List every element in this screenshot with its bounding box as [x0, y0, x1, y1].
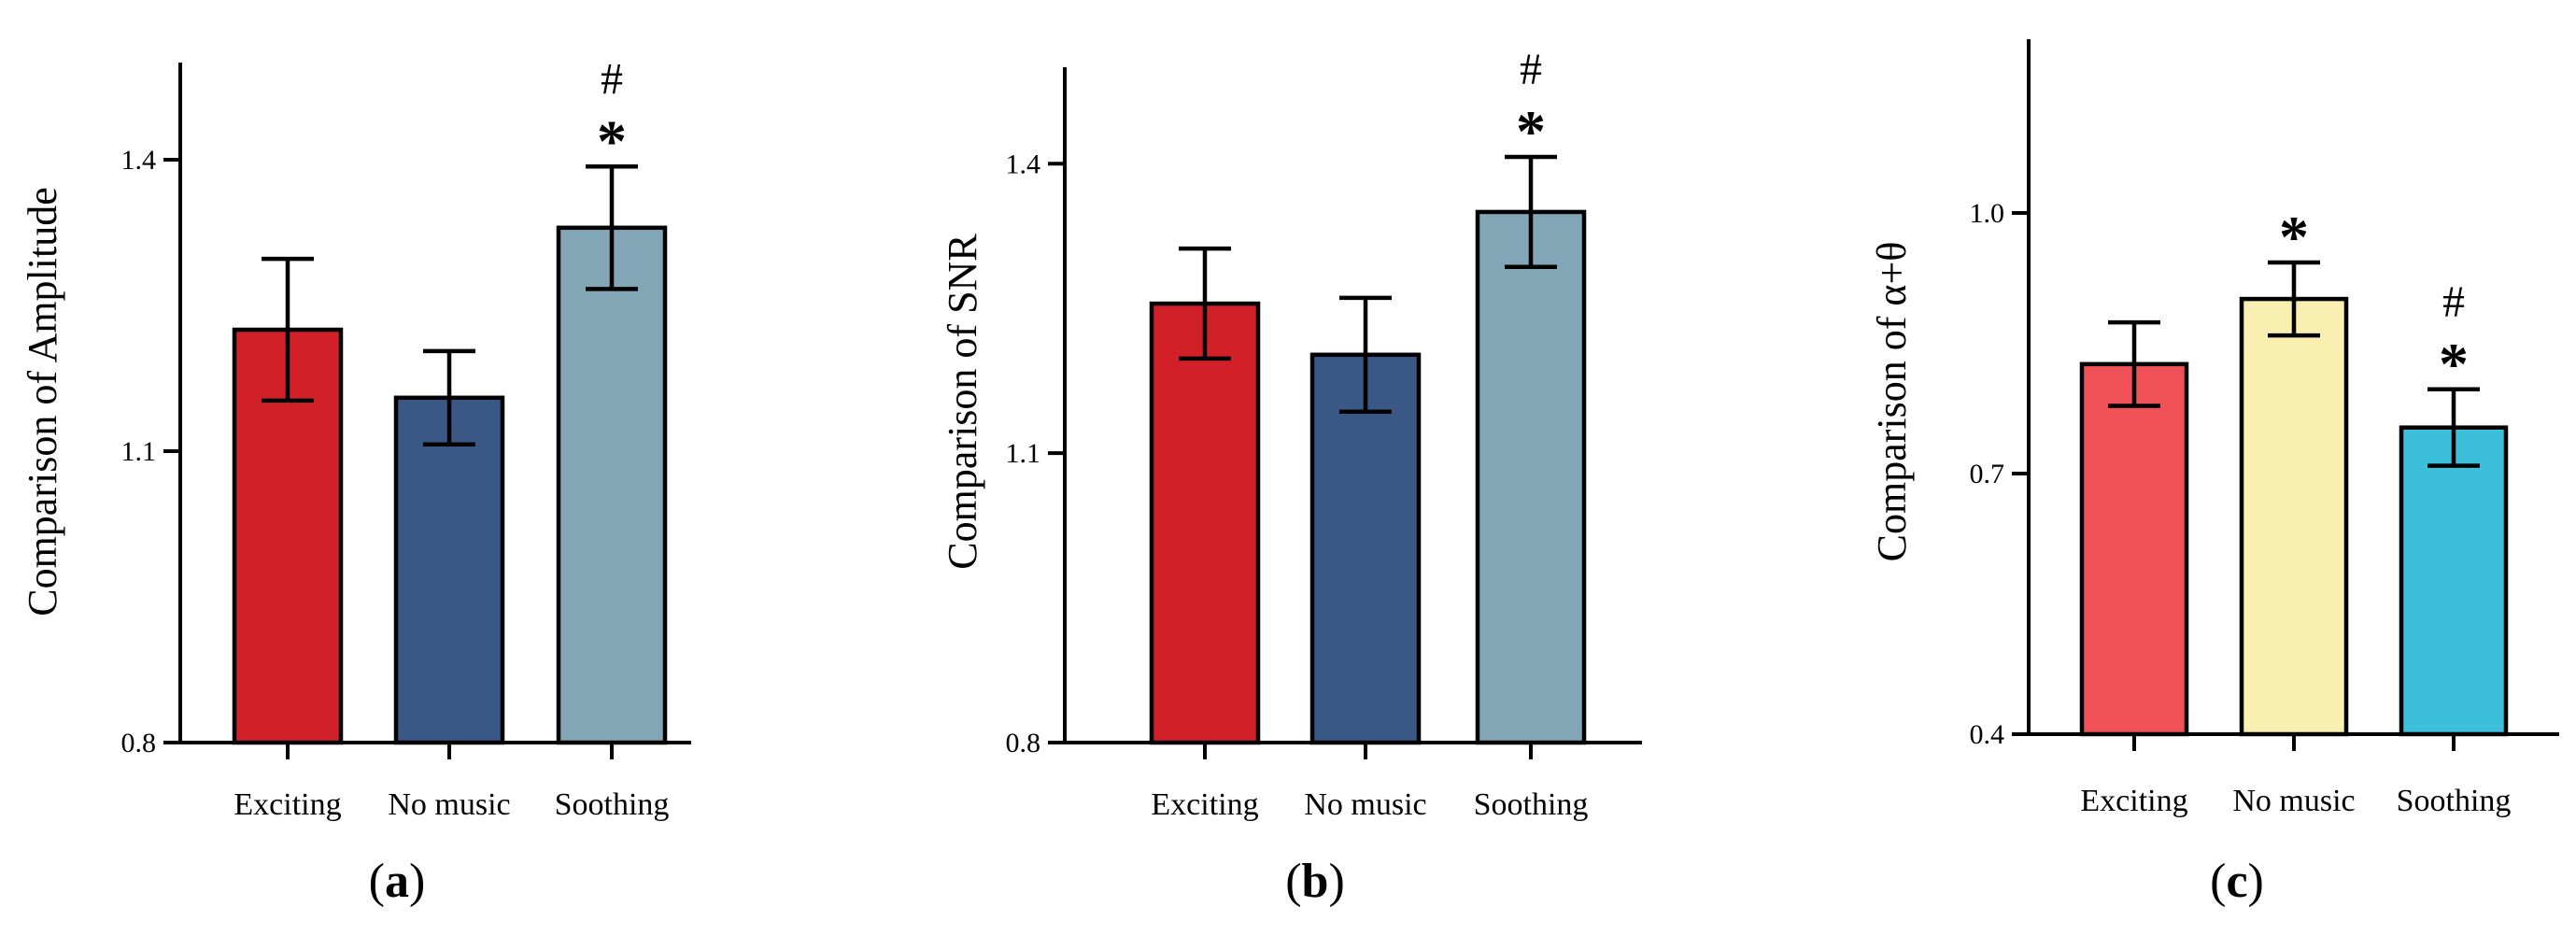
significance-star: * [2439, 331, 2469, 397]
significance-star: * [1516, 98, 1546, 164]
bar [2079, 361, 2189, 737]
significance-hash: # [601, 54, 623, 104]
y-tick-label: 1.0 [1970, 198, 2005, 229]
category-label: No music [388, 787, 510, 822]
significance-hash: # [2442, 277, 2465, 327]
significance-hash: # [1520, 45, 1542, 94]
bar [1149, 301, 1261, 745]
y-axis-label: Comparison of SNR [940, 234, 985, 570]
bar [1475, 209, 1587, 745]
significance-star: * [597, 107, 627, 174]
category-label: Exciting [2080, 784, 2187, 818]
panel-c: 0.4 0.7 1.0 Comparison of α+θ Exciting No mus… [1869, 39, 2559, 908]
category-label: No music [2232, 784, 2355, 818]
panel-label: (b) [1285, 855, 1345, 908]
y-tick-label: 0.7 [1970, 459, 2005, 489]
bar [556, 225, 668, 745]
category-label: Soothing [555, 787, 670, 822]
bar [2399, 425, 2509, 737]
y-axis-label: Comparison of Amplitude [20, 187, 65, 616]
bar [2239, 296, 2349, 737]
category-label: Soothing [1474, 787, 1589, 822]
panel-label: (c) [2210, 855, 2264, 908]
significance-star: * [2279, 204, 2309, 270]
category-label: No music [1304, 787, 1426, 822]
category-label: Soothing [2397, 784, 2512, 818]
panel-a: 0.8 1.1 1.4 Comparison of Amplitude Exciting… [20, 54, 691, 908]
panel-label: (a) [369, 855, 426, 908]
category-label: Exciting [1151, 787, 1258, 822]
y-tick-label: 1.4 [1006, 149, 1041, 179]
category-label: Exciting [234, 787, 341, 822]
y-axis-label: Comparison of α+θ [1869, 242, 1915, 562]
y-tick-label: 0.8 [1006, 728, 1041, 758]
y-tick-label: 0.4 [1970, 719, 2005, 750]
bar [1309, 352, 1422, 745]
y-tick-label: 1.1 [121, 436, 157, 467]
bar [393, 395, 505, 745]
y-tick-label: 1.1 [1006, 438, 1041, 469]
y-tick-label: 1.4 [121, 145, 157, 176]
y-tick-label: 0.8 [121, 728, 157, 758]
panel-b: 0.8 1.1 1.4 Comparison of SNR Exciting No mus… [940, 45, 1642, 908]
